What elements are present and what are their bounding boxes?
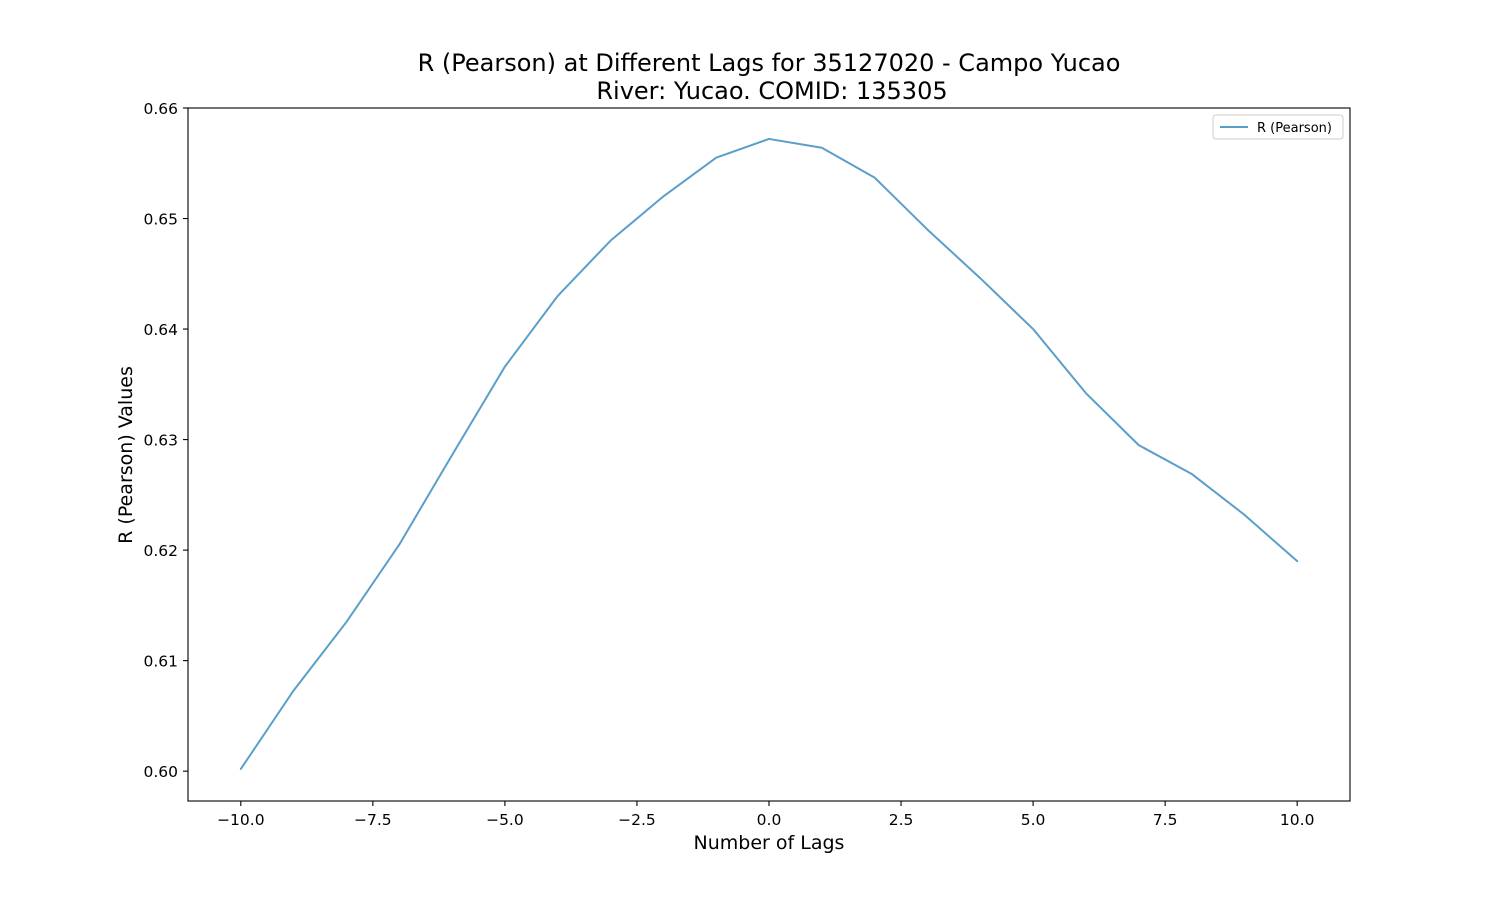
x-axis: −10.0 −7.5 −5.0 −2.5 0.0 2.5 5.0 7.5 10.0	[217, 801, 1314, 829]
x-tick-label: 7.5	[1153, 811, 1178, 829]
y-tick-label: 0.62	[143, 542, 178, 560]
legend-box	[1212, 114, 1344, 140]
y-tick-label: 0.60	[143, 763, 178, 781]
x-tick-label: 2.5	[889, 811, 914, 829]
x-tick-label: 5.0	[1021, 811, 1046, 829]
chart-title: R (Pearson) at Different Lags for 351270…	[418, 49, 1121, 77]
legend: R (Pearson)	[1212, 114, 1344, 140]
x-tick-label: 0.0	[757, 811, 782, 829]
x-tick-label: −2.5	[618, 811, 656, 829]
x-axis-label: Number of Lags	[694, 832, 845, 854]
y-tick-label: 0.66	[143, 100, 178, 118]
y-axis: 0.60 0.61 0.62 0.63 0.64 0.65 0.66	[143, 100, 188, 781]
legend-label: R (Pearson)	[1257, 121, 1332, 136]
plot-frame	[187, 107, 1351, 802]
x-tick-label: −10.0	[217, 811, 265, 829]
x-tick-label: −7.5	[354, 811, 392, 829]
chart-subtitle: River: Yucao. COMID: 135305	[596, 77, 947, 105]
y-tick-label: 0.63	[143, 432, 178, 450]
y-tick-label: 0.65	[143, 211, 178, 229]
series-line-0	[239, 137, 1299, 770]
y-tick-label: 0.61	[143, 653, 178, 671]
plot-area	[187, 107, 1351, 802]
series-layer	[239, 137, 1299, 770]
x-tick-label: 10.0	[1280, 811, 1315, 829]
y-axis-label: R (Pearson) Values	[115, 366, 137, 544]
y-tick-label: 0.64	[143, 321, 178, 339]
x-tick-label: −5.0	[486, 811, 524, 829]
